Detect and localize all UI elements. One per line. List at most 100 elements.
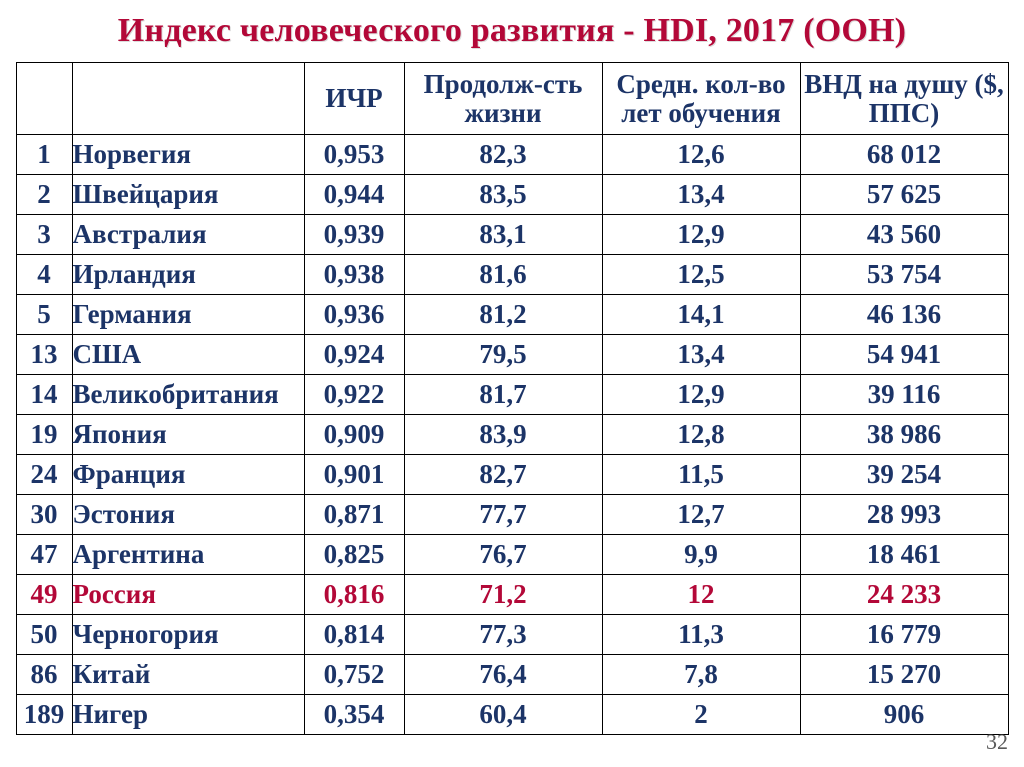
cell-edu: 14,1 (602, 295, 800, 335)
cell-life: 83,1 (404, 215, 602, 255)
cell-ichr: 0,944 (304, 175, 404, 215)
cell-country: Германия (72, 295, 304, 335)
cell-gni: 53 754 (800, 255, 1008, 295)
table-row: 30Эстония0,87177,712,728 993 (16, 495, 1008, 535)
cell-edu: 12,7 (602, 495, 800, 535)
cell-gni: 28 993 (800, 495, 1008, 535)
cell-ichr: 0,924 (304, 335, 404, 375)
cell-edu: 9,9 (602, 535, 800, 575)
cell-ichr: 0,922 (304, 375, 404, 415)
cell-rank: 5 (16, 295, 72, 335)
cell-gni: 16 779 (800, 615, 1008, 655)
cell-gni: 57 625 (800, 175, 1008, 215)
table-row: 3Австралия0,93983,112,943 560 (16, 215, 1008, 255)
table-row: 24Франция0,90182,711,539 254 (16, 455, 1008, 495)
cell-country: Норвегия (72, 135, 304, 175)
cell-edu: 13,4 (602, 175, 800, 215)
cell-rank: 30 (16, 495, 72, 535)
cell-gni: 54 941 (800, 335, 1008, 375)
cell-country: Япония (72, 415, 304, 455)
cell-life: 82,7 (404, 455, 602, 495)
cell-ichr: 0,814 (304, 615, 404, 655)
cell-ichr: 0,936 (304, 295, 404, 335)
cell-life: 81,7 (404, 375, 602, 415)
cell-rank: 19 (16, 415, 72, 455)
cell-rank: 50 (16, 615, 72, 655)
cell-rank: 13 (16, 335, 72, 375)
cell-country: Ирландия (72, 255, 304, 295)
hdi-table: ИЧР Продолж-сть жизни Средн. кол-во лет … (16, 62, 1009, 735)
table-row: 86Китай0,75276,47,815 270 (16, 655, 1008, 695)
hdi-table-body: 1Норвегия0,95382,312,668 0122Швейцария0,… (16, 135, 1008, 735)
col-header-country (72, 63, 304, 135)
cell-ichr: 0,939 (304, 215, 404, 255)
cell-life: 77,3 (404, 615, 602, 655)
cell-rank: 1 (16, 135, 72, 175)
cell-gni: 38 986 (800, 415, 1008, 455)
cell-rank: 47 (16, 535, 72, 575)
cell-rank: 189 (16, 695, 72, 735)
cell-gni: 24 233 (800, 575, 1008, 615)
cell-gni: 46 136 (800, 295, 1008, 335)
cell-life: 60,4 (404, 695, 602, 735)
cell-life: 81,2 (404, 295, 602, 335)
cell-ichr: 0,816 (304, 575, 404, 615)
cell-country: Россия (72, 575, 304, 615)
cell-country: Черногория (72, 615, 304, 655)
page-number: 32 (986, 729, 1008, 755)
cell-life: 76,7 (404, 535, 602, 575)
cell-edu: 2 (602, 695, 800, 735)
cell-edu: 12,9 (602, 375, 800, 415)
cell-gni: 43 560 (800, 215, 1008, 255)
table-row: 2Швейцария0,94483,513,457 625 (16, 175, 1008, 215)
cell-ichr: 0,953 (304, 135, 404, 175)
table-row: 47Аргентина0,82576,79,918 461 (16, 535, 1008, 575)
cell-ichr: 0,901 (304, 455, 404, 495)
table-row: 19Япония0,90983,912,838 986 (16, 415, 1008, 455)
table-row: 13США0,92479,513,454 941 (16, 335, 1008, 375)
cell-life: 76,4 (404, 655, 602, 695)
cell-edu: 11,5 (602, 455, 800, 495)
cell-country: Великобритания (72, 375, 304, 415)
cell-rank: 49 (16, 575, 72, 615)
cell-ichr: 0,909 (304, 415, 404, 455)
col-header-ichr: ИЧР (304, 63, 404, 135)
cell-edu: 12,8 (602, 415, 800, 455)
col-header-life: Продолж-сть жизни (404, 63, 602, 135)
cell-edu: 12,9 (602, 215, 800, 255)
cell-country: Австралия (72, 215, 304, 255)
cell-country: Франция (72, 455, 304, 495)
cell-ichr: 0,752 (304, 655, 404, 695)
cell-rank: 14 (16, 375, 72, 415)
page-title: Индекс человеческого развития - HDI, 201… (10, 12, 1014, 50)
cell-edu: 12 (602, 575, 800, 615)
cell-gni: 39 254 (800, 455, 1008, 495)
cell-country: Нигер (72, 695, 304, 735)
cell-gni: 906 (800, 695, 1008, 735)
cell-rank: 3 (16, 215, 72, 255)
cell-ichr: 0,938 (304, 255, 404, 295)
cell-gni: 39 116 (800, 375, 1008, 415)
cell-life: 83,5 (404, 175, 602, 215)
cell-country: Эстония (72, 495, 304, 535)
cell-ichr: 0,354 (304, 695, 404, 735)
table-row: 1Норвегия0,95382,312,668 012 (16, 135, 1008, 175)
table-row: 4Ирландия0,93881,612,553 754 (16, 255, 1008, 295)
cell-gni: 15 270 (800, 655, 1008, 695)
table-row: 49Россия0,81671,21224 233 (16, 575, 1008, 615)
table-row: 14Великобритания0,92281,712,939 116 (16, 375, 1008, 415)
table-row: 5Германия0,93681,214,146 136 (16, 295, 1008, 335)
cell-gni: 68 012 (800, 135, 1008, 175)
cell-edu: 13,4 (602, 335, 800, 375)
cell-edu: 12,6 (602, 135, 800, 175)
cell-country: США (72, 335, 304, 375)
cell-rank: 24 (16, 455, 72, 495)
cell-gni: 18 461 (800, 535, 1008, 575)
cell-life: 71,2 (404, 575, 602, 615)
col-header-edu: Средн. кол-во лет обучения (602, 63, 800, 135)
cell-edu: 11,3 (602, 615, 800, 655)
table-row: 50Черногория0,81477,311,316 779 (16, 615, 1008, 655)
cell-edu: 7,8 (602, 655, 800, 695)
cell-life: 81,6 (404, 255, 602, 295)
cell-life: 79,5 (404, 335, 602, 375)
